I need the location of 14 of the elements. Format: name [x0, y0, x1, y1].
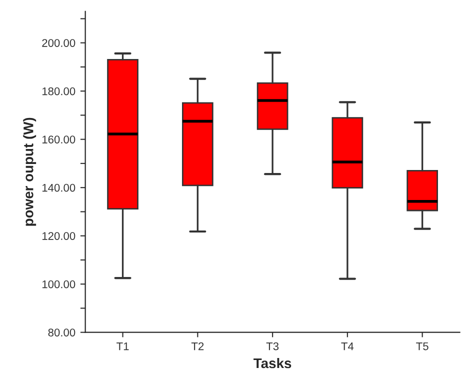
y-tick-label: 120.00 [42, 232, 76, 240]
y-tick-label: 100.00 [42, 280, 76, 288]
y-tick-label: 80.00 [48, 328, 76, 336]
x-tick-label: T5 [416, 342, 428, 350]
x-axis-title: Tasks [254, 358, 292, 368]
y-tick-label: 180.00 [42, 87, 76, 96]
y-tick-label: 160.00 [42, 136, 76, 144]
x-tick-label: T1 [116, 342, 129, 350]
y-axis-title: power ouput (W) [23, 118, 36, 226]
x-tick-label: T3 [266, 342, 279, 350]
x-tick-label: T4 [341, 342, 354, 350]
y-tick-label: 140.00 [42, 184, 76, 192]
y-tick-label: 200.00 [42, 39, 76, 47]
x-tick-label: T2 [191, 342, 204, 350]
